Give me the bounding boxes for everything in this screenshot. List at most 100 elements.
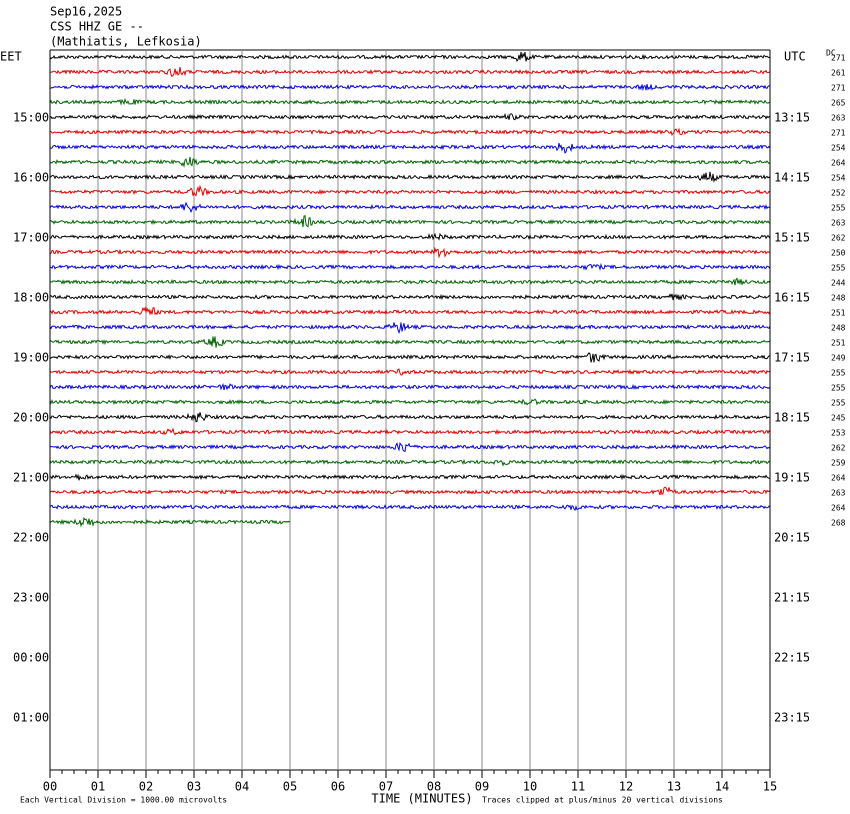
left-hour-label: 16:00 xyxy=(13,171,49,185)
trace xyxy=(49,322,771,335)
dc-value: 253 xyxy=(831,429,846,438)
title: Sep16,2025 xyxy=(50,5,122,19)
subtitle: CSS HHZ GE -- xyxy=(50,20,144,34)
x-tick-label: 02 xyxy=(139,780,153,794)
clip-note: Traces clipped at plus/minus 20 vertical… xyxy=(482,796,723,805)
trace xyxy=(49,412,771,423)
left-hour-label: 17:00 xyxy=(13,231,49,245)
right-hour-label: 15:15 xyxy=(774,231,810,245)
dc-label: DC xyxy=(826,49,836,58)
dc-value: 264 xyxy=(831,504,846,513)
left-hour-label: 20:00 xyxy=(13,411,49,425)
dc-value: 255 xyxy=(831,384,846,393)
trace xyxy=(49,262,771,272)
x-tick-label: 00 xyxy=(43,780,57,794)
x-axis-label: TIME (MINUTES) xyxy=(371,792,472,806)
trace xyxy=(49,352,771,363)
dc-value: 254 xyxy=(831,144,846,153)
trace xyxy=(49,427,771,436)
trace xyxy=(49,442,771,453)
x-tick-label: 06 xyxy=(331,780,345,794)
scale-note: Each Vertical Division = 1000.00 microvo… xyxy=(20,796,227,805)
dc-value: 265 xyxy=(831,99,846,108)
dc-value: 255 xyxy=(831,264,846,273)
trace xyxy=(49,458,771,467)
x-tick-label: 08 xyxy=(427,780,441,794)
dc-value: 263 xyxy=(831,219,846,228)
x-tick-label: 10 xyxy=(523,780,537,794)
dc-value: 255 xyxy=(831,399,846,408)
x-tick-label: 13 xyxy=(667,780,681,794)
trace xyxy=(49,171,771,183)
dc-value: 263 xyxy=(831,114,846,123)
x-tick-label: 12 xyxy=(619,780,633,794)
x-tick-label: 04 xyxy=(235,780,249,794)
left-hour-label: 22:00 xyxy=(13,531,49,545)
right-hour-label: 20:15 xyxy=(774,531,810,545)
trace xyxy=(49,156,771,168)
trace xyxy=(50,473,771,481)
trace xyxy=(50,214,771,228)
trace xyxy=(50,67,771,78)
dc-value: 259 xyxy=(831,459,846,468)
right-hour-label: 17:15 xyxy=(774,351,810,365)
left-hour-label: 01:00 xyxy=(13,711,49,725)
dc-value: 268 xyxy=(831,519,846,528)
trace xyxy=(49,382,771,391)
trace xyxy=(49,97,771,106)
dc-value: 248 xyxy=(831,324,846,333)
x-tick-label: 09 xyxy=(475,780,489,794)
x-tick-label: 07 xyxy=(379,780,393,794)
trace xyxy=(49,142,771,154)
right-timezone: UTC xyxy=(784,50,806,64)
trace xyxy=(49,336,771,348)
dc-value: 248 xyxy=(831,294,846,303)
right-hour-label: 21:15 xyxy=(774,591,810,605)
trace xyxy=(50,277,771,286)
right-hour-label: 18:15 xyxy=(774,411,810,425)
trace xyxy=(49,246,771,259)
dc-value: 244 xyxy=(831,279,846,288)
right-hour-label: 14:15 xyxy=(774,171,810,185)
dc-value: 262 xyxy=(831,444,846,453)
trace xyxy=(49,486,771,496)
left-timezone: EET xyxy=(0,50,22,64)
dc-value: 252 xyxy=(831,189,846,198)
left-hour-label: 18:00 xyxy=(13,291,49,305)
dc-value: 264 xyxy=(831,159,846,168)
trace xyxy=(49,293,771,301)
trace xyxy=(49,83,771,92)
right-hour-label: 23:15 xyxy=(774,711,810,725)
trace xyxy=(49,306,771,316)
location: (Mathiatis, Lefkosia) xyxy=(50,35,202,49)
dc-value: 255 xyxy=(831,369,846,378)
trace xyxy=(49,127,771,137)
trace xyxy=(49,184,771,197)
trace xyxy=(49,51,771,63)
dc-value: 261 xyxy=(831,69,846,78)
right-hour-label: 13:15 xyxy=(774,111,810,125)
right-hour-label: 16:15 xyxy=(774,291,810,305)
dc-value: 271 xyxy=(831,84,846,93)
x-tick-label: 15 xyxy=(763,780,777,794)
x-tick-label: 01 xyxy=(91,780,105,794)
dc-value: 263 xyxy=(831,489,846,498)
dc-value: 245 xyxy=(831,414,846,423)
dc-value: 249 xyxy=(831,354,846,363)
dc-value: 254 xyxy=(831,174,846,183)
dc-value: 264 xyxy=(831,474,846,483)
x-tick-label: 14 xyxy=(715,780,729,794)
dc-value: 262 xyxy=(831,234,846,243)
dc-value: 250 xyxy=(831,249,846,258)
left-hour-label: 15:00 xyxy=(13,111,49,125)
right-hour-label: 22:15 xyxy=(774,651,810,665)
trace xyxy=(49,201,771,214)
dc-value: 251 xyxy=(831,339,846,348)
dc-value: 271 xyxy=(831,54,846,63)
dc-value: 251 xyxy=(831,309,846,318)
left-hour-label: 21:00 xyxy=(13,471,49,485)
x-tick-label: 05 xyxy=(283,780,297,794)
x-tick-label: 11 xyxy=(571,780,585,794)
